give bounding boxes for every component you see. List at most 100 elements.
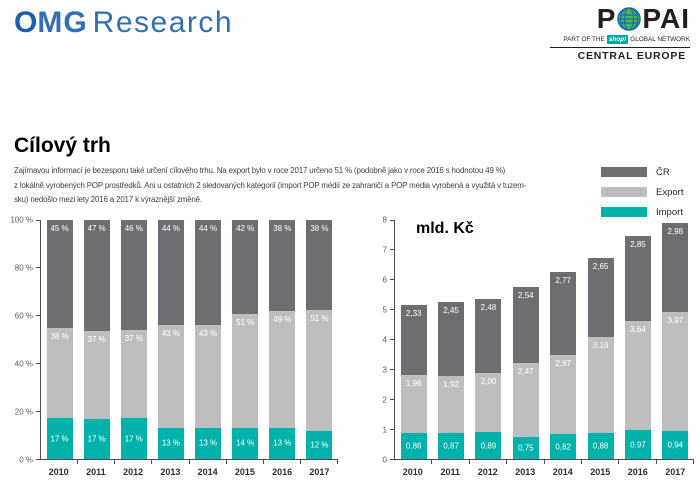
stacked-bar: 2,65 3,19 0,88 (587, 258, 614, 459)
x-axis-tick-mark (337, 459, 338, 464)
bar-segment-export: 3,19 (587, 337, 614, 433)
x-axis-year-label: 2016 (627, 467, 648, 477)
bar-segment-export: 43 % (157, 325, 184, 428)
bar-segment-cr: 47 % (83, 220, 110, 332)
x-axis-tick-mark (618, 459, 620, 464)
segment-value-label: 1,92 (443, 379, 459, 389)
legend-label-import: Import (656, 206, 683, 218)
bar-column-2012: 46 % 37 % 17 % (115, 220, 152, 459)
bar-segment-import: 0,89 (475, 432, 502, 459)
bar-column-2011: 47 % 37 % 17 % (78, 220, 115, 459)
stacked-bar: 2,45 1,92 0,87 (438, 302, 465, 459)
legend-swatch-export (601, 187, 647, 197)
segment-value-label: 2,00 (480, 376, 497, 386)
globe-icon (617, 7, 642, 31)
segment-value-label: 0,94 (667, 440, 684, 450)
stacked-bar: 38 % 49 % 13 % (269, 220, 296, 459)
stacked-bar: 42 % 51 % 14 % (232, 220, 259, 459)
bar-segment-cr: 2,54 (512, 286, 539, 363)
bar-column-2010: 2,33 1,96 0,86 (395, 220, 432, 459)
bar-segment-cr: 38 % (306, 220, 333, 310)
segment-value-label: 51 % (236, 317, 255, 327)
bar-segment-cr: 2,48 (475, 298, 502, 373)
x-axis-year-label: 2017 (309, 467, 330, 477)
x-axis-year-label: 2011 (86, 467, 106, 477)
bar-segment-export: 49 % (269, 310, 296, 428)
segment-value-label: 3,97 (667, 316, 684, 326)
stacked-bar: 2,98 3,97 0,94 (662, 223, 689, 459)
bar-segment-import: 17 % (46, 418, 73, 459)
y-axis-tick-mark (36, 410, 41, 412)
omg-research-logo: O MG Research (14, 6, 233, 40)
x-axis-tick-mark (188, 459, 190, 464)
segment-value-label: 14 % (236, 438, 255, 448)
y-axis-tick-mark (390, 309, 395, 311)
segment-value-label: 17 % (87, 434, 106, 444)
bar-segment-export: 1,96 (400, 374, 427, 434)
segment-value-label: 0,88 (592, 441, 609, 451)
y-axis-tick-label: 8 (382, 215, 387, 225)
segment-value-label: 13 % (198, 438, 218, 448)
intro-paragraph: Zajímavou informací je bezesporu také ur… (14, 164, 526, 208)
x-axis-tick-mark (151, 459, 153, 464)
y-axis-tick-mark (36, 219, 41, 221)
paragraph-line: Zajímavou informací je bezesporu také ur… (14, 166, 506, 175)
segment-value-label: 2,67 (555, 358, 571, 368)
legend-item-import: Import (601, 202, 692, 222)
segment-value-label: 2,48 (480, 302, 497, 312)
y-axis-tick-mark (36, 362, 41, 364)
y-axis-tick-mark (390, 339, 395, 340)
x-axis-tick-mark (655, 459, 657, 464)
bar-segment-export: 51 % (232, 313, 259, 428)
legend-swatch-cr (601, 167, 647, 177)
y-axis-tick-mark (36, 267, 41, 269)
x-axis-year-label: 2012 (123, 467, 144, 477)
y-axis-tick-label: 100 % (10, 215, 33, 225)
bar-segment-export: 2,00 (475, 372, 502, 433)
bar-segment-import: 0,97 (624, 430, 651, 459)
bar-segment-export: 2,47 (512, 362, 539, 437)
y-axis-tick-label: 4 (382, 335, 387, 345)
segment-value-label: 2,85 (630, 240, 646, 250)
stacked-bar: 2,85 3,64 0,97 (624, 236, 651, 459)
segment-value-label: 0,75 (518, 443, 534, 453)
bar-segment-export: 43 % (195, 325, 222, 428)
x-axis-labels: 2010 2011 2012 2013 2014 2015 2016 2017 (40, 462, 338, 478)
omg-logo-o: O (14, 6, 38, 39)
bar-column-2010: 45 % 38 % 17 % (41, 220, 78, 459)
x-axis-tick-mark (77, 459, 79, 464)
paragraph-line: sku) nedošlo mezi lety 2016 a 2017 k výr… (14, 195, 202, 204)
x-axis-year-label: 2013 (515, 467, 536, 477)
share-stacked-bar-chart: 100 % 80 % 60 % 40 % 20 % 0 % 45 % 38 % 17 % 47 … (10, 216, 342, 478)
segment-value-label: 0,82 (555, 442, 571, 452)
y-axis-tick-mark (36, 458, 41, 460)
popai-region-label: CENTRAL EUROPE (577, 50, 686, 62)
popai-logo: P PAI PART OF THE shop! GLOBAL NETWORK C… (550, 5, 690, 62)
bar-column-2016: 38 % 49 % 13 % (264, 220, 301, 459)
popai-subtitle-post: GLOBAL NETWORK (630, 36, 690, 43)
bar-segment-import: 0,94 (662, 430, 689, 459)
segment-value-label: 2,33 (405, 309, 422, 319)
popai-letter-p: P (596, 3, 617, 34)
x-axis-tick-mark (468, 459, 470, 464)
segment-value-label: 1,96 (405, 378, 422, 388)
segment-value-label: 37 % (87, 335, 106, 345)
popai-divider (550, 47, 690, 48)
segment-value-label: 44 % (161, 224, 181, 233)
segment-value-label: 13 % (161, 438, 181, 448)
bar-segment-import: 0,86 (400, 433, 427, 459)
legend-label-cr: ČR (656, 166, 670, 178)
bar-segment-export: 3,64 (624, 321, 651, 431)
y-axis-tick-label: 2 (382, 395, 387, 405)
segment-value-label: 46 % (124, 224, 143, 233)
bar-segment-import: 0,87 (438, 432, 465, 459)
y-axis-tick-mark (390, 428, 395, 430)
bar-segment-import: 13 % (195, 427, 222, 459)
x-axis-year-label: 2010 (48, 467, 69, 477)
omg-logo-research: Research (92, 6, 234, 39)
bar-column-2013: 2,54 2,47 0,75 (507, 220, 544, 459)
bar-segment-import: 0,75 (512, 436, 539, 459)
bar-column-2012: 2,48 2,00 0,89 (470, 220, 507, 459)
segment-value-label: 3,64 (630, 325, 646, 335)
segment-value-label: 2,45 (443, 306, 459, 316)
